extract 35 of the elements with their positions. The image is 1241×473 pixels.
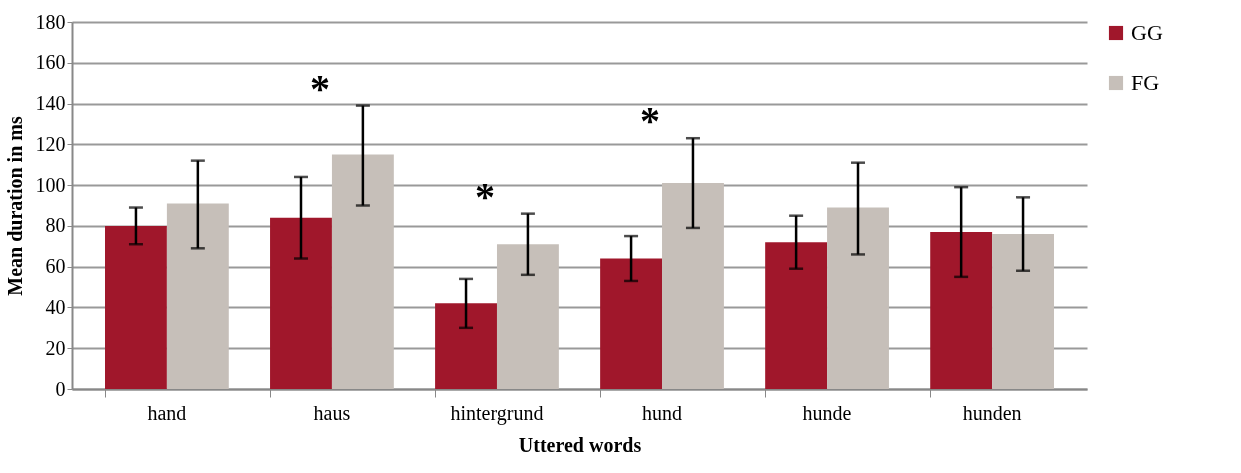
bar — [992, 234, 1054, 389]
bar — [435, 303, 497, 389]
annotation: * — [474, 173, 495, 219]
bar — [827, 207, 889, 389]
y-axis-title: Mean duration in ms — [3, 116, 26, 296]
bar — [166, 203, 229, 389]
x-tick-label: hund — [642, 401, 683, 424]
bar — [331, 154, 394, 389]
y-tick-label: 160 — [35, 51, 66, 74]
bar — [496, 244, 559, 389]
annotation: * — [640, 98, 661, 144]
x-tick-label: hunden — [962, 401, 1022, 424]
bar — [600, 258, 663, 389]
y-tick-label: 80 — [45, 214, 66, 237]
y-tick-label: 40 — [45, 295, 66, 318]
x-tick-label: hand — [147, 401, 187, 424]
annotation: * — [309, 65, 330, 111]
x-tick-label: hunde — [802, 401, 852, 424]
legend-label: FG — [1131, 70, 1160, 95]
x-tick-label: haus — [313, 401, 351, 424]
bar — [662, 183, 724, 389]
y-tick-label: 140 — [35, 92, 66, 115]
y-tick-label: 20 — [45, 336, 66, 359]
y-tick-label: 120 — [35, 132, 66, 155]
x-axis-title: Uttered words — [518, 433, 642, 456]
bar — [105, 225, 167, 389]
y-tick-label: 60 — [45, 255, 66, 278]
y-tick-label: 180 — [35, 10, 66, 33]
legend-label: GG — [1131, 20, 1163, 45]
y-tick-label: 0 — [55, 377, 66, 400]
y-tick-label: 100 — [35, 173, 66, 196]
x-tick-label: hintergrund — [450, 401, 544, 425]
bar — [765, 242, 828, 389]
bar — [930, 232, 993, 389]
bar — [270, 217, 332, 389]
